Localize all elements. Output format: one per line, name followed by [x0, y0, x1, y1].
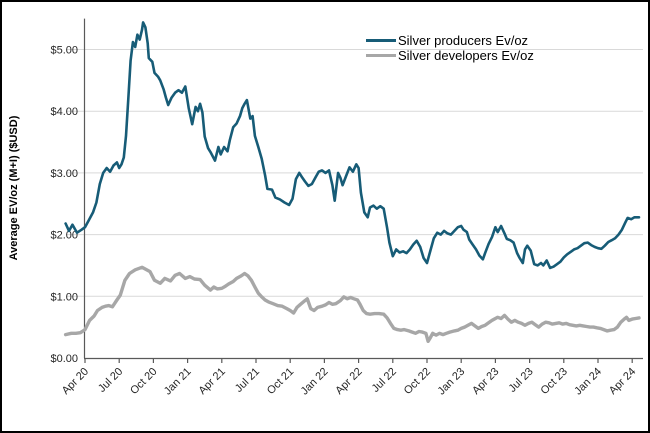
- legend-item-producers: Silver producers Ev/oz: [366, 33, 534, 48]
- legend: Silver producers Ev/oz Silver developers…: [366, 33, 534, 63]
- y-tick-label: $4.00: [50, 106, 78, 118]
- developers-line-swatch: [366, 54, 396, 57]
- x-tick-label: Jul 21: [233, 366, 262, 395]
- x-tick-label: Jan 23: [435, 366, 467, 398]
- x-tick-label: Apr 21: [197, 366, 228, 397]
- y-tick-label: $3.00: [50, 168, 78, 180]
- y-axis-title: Average EV/oz (M+I) ($USD): [8, 115, 20, 261]
- x-tick-label: Apr 20: [60, 366, 91, 397]
- y-tick-label: $2.00: [50, 230, 78, 242]
- producers-line-swatch: [366, 39, 396, 42]
- x-tick-label: Oct 20: [128, 366, 159, 397]
- y-tick-label: $5.00: [50, 45, 78, 57]
- x-tick-label: Apr 22: [333, 366, 364, 397]
- x-tick-label: Apr 23: [470, 366, 501, 397]
- x-tick-label: Jan 21: [162, 366, 194, 398]
- y-tick-label: $1.00: [50, 291, 78, 303]
- producers-series-line: [64, 21, 641, 270]
- y-tick-label: $0.00: [50, 353, 78, 365]
- producers-legend-label: Silver producers Ev/oz: [398, 33, 529, 48]
- x-tick-label: Oct 21: [265, 366, 296, 397]
- x-tick-label: Jan 22: [299, 366, 331, 398]
- legend-item-developers: Silver developers Ev/oz: [366, 48, 534, 63]
- x-tick-label: Jul 23: [506, 366, 535, 395]
- developers-legend-label: Silver developers Ev/oz: [398, 48, 534, 63]
- x-tick-label: Apr 24: [607, 366, 638, 397]
- x-tick-label: Jul 22: [370, 366, 399, 395]
- x-tick-label: Oct 23: [539, 366, 570, 397]
- x-tick-label: Jan 24: [572, 366, 604, 398]
- x-tick-label: Jul 20: [96, 366, 125, 395]
- x-tick-label: Oct 22: [402, 366, 433, 397]
- developers-series-line: [63, 265, 641, 343]
